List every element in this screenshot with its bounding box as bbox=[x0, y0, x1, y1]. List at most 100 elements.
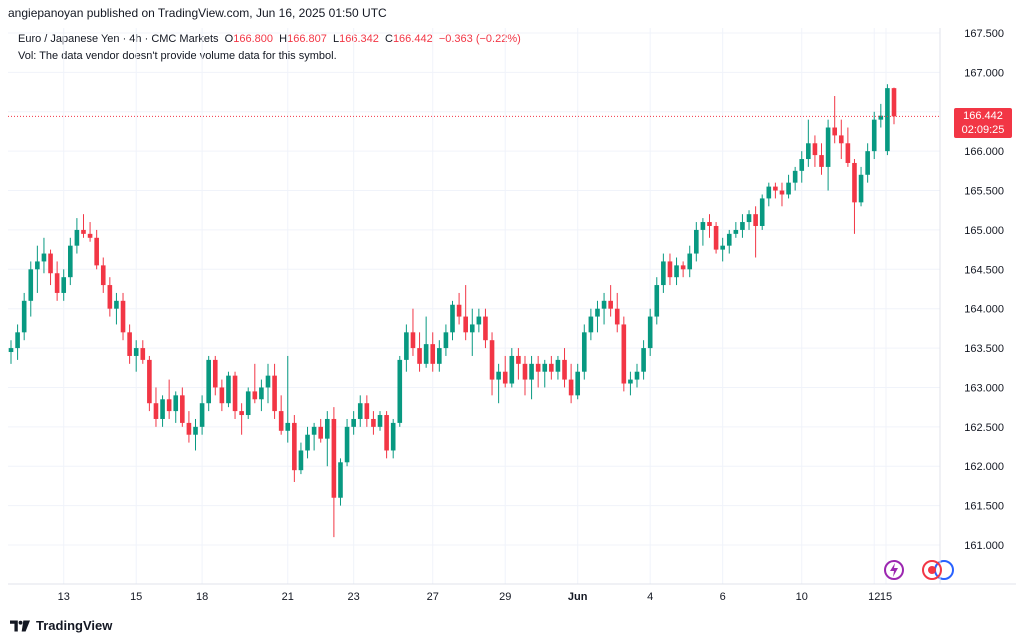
candle-body bbox=[647, 316, 653, 349]
open-label: O bbox=[224, 33, 234, 45]
candle bbox=[305, 426, 310, 459]
candle-body bbox=[456, 304, 462, 317]
candle bbox=[265, 363, 271, 404]
candle-body bbox=[404, 332, 409, 360]
candle bbox=[371, 411, 376, 435]
candle-body bbox=[595, 308, 600, 317]
x-tick-label: 18 bbox=[196, 591, 208, 603]
candle bbox=[614, 292, 620, 333]
candle bbox=[700, 218, 706, 246]
candle bbox=[549, 355, 554, 380]
candle-body bbox=[555, 359, 561, 372]
candle-body bbox=[614, 308, 620, 325]
candle bbox=[285, 355, 291, 443]
candle-body bbox=[160, 399, 165, 419]
candle-body bbox=[601, 300, 607, 309]
bar-countdown: 02:09:25 bbox=[961, 124, 1005, 136]
candle-body bbox=[819, 155, 824, 167]
candle bbox=[206, 355, 211, 412]
candle-body bbox=[825, 127, 831, 167]
price-axis[interactable]: 167.500167.000166.500166.000165.500165.0… bbox=[939, 28, 1004, 584]
candle-body bbox=[865, 151, 870, 175]
candle-body bbox=[720, 245, 725, 250]
candle-body bbox=[562, 359, 567, 380]
x-tick-label: 12 bbox=[868, 591, 880, 603]
candle bbox=[792, 166, 798, 191]
candle bbox=[483, 308, 488, 349]
x-tick-label: Jun bbox=[568, 591, 588, 603]
candle-body bbox=[443, 332, 449, 349]
candle-body bbox=[278, 411, 284, 431]
candle bbox=[858, 166, 864, 207]
candle bbox=[259, 379, 264, 412]
open-value: 166.800 bbox=[233, 33, 273, 45]
y-tick-label: 164.000 bbox=[964, 304, 1004, 316]
candle-body bbox=[100, 265, 106, 286]
candle bbox=[15, 324, 20, 360]
volume-note: Vol: The data vendor doesn't provide vol… bbox=[18, 50, 337, 62]
candle-body bbox=[285, 422, 291, 431]
candle-body bbox=[779, 190, 785, 195]
candle-group bbox=[8, 84, 897, 538]
y-tick-label: 161.000 bbox=[964, 540, 1004, 552]
candle bbox=[140, 340, 146, 364]
lightning-icon[interactable] bbox=[884, 560, 904, 580]
candle bbox=[753, 206, 758, 258]
y-tick-label: 163.500 bbox=[964, 343, 1004, 355]
y-tick-label: 161.500 bbox=[964, 501, 1004, 513]
candle bbox=[298, 442, 304, 475]
candle bbox=[799, 151, 805, 183]
candle-body bbox=[746, 214, 752, 223]
candle bbox=[535, 355, 541, 388]
candle bbox=[773, 182, 778, 199]
candle-body bbox=[199, 403, 205, 427]
candle bbox=[100, 257, 106, 293]
candle bbox=[160, 395, 165, 427]
candle-body bbox=[61, 277, 67, 293]
candle bbox=[819, 143, 824, 175]
candle-body bbox=[67, 245, 73, 278]
candle-body bbox=[542, 363, 548, 372]
candle bbox=[562, 348, 567, 388]
candle bbox=[654, 277, 660, 325]
high-label: H bbox=[279, 33, 288, 45]
candle bbox=[212, 355, 218, 396]
candle bbox=[516, 348, 521, 380]
close-value: 166.442 bbox=[392, 33, 433, 45]
y-tick-label: 162.500 bbox=[964, 422, 1004, 434]
candle bbox=[694, 222, 699, 262]
candle-body bbox=[654, 285, 660, 317]
candle bbox=[476, 308, 482, 333]
footer-brand[interactable]: TradingView bbox=[10, 618, 112, 633]
candle bbox=[430, 332, 436, 372]
candle-body bbox=[114, 300, 119, 309]
candle bbox=[621, 316, 627, 392]
candle-body bbox=[885, 88, 890, 152]
candle-body bbox=[324, 418, 330, 439]
candlestick-chart[interactable]: 167.500167.000166.500166.000165.500165.0… bbox=[8, 28, 1016, 608]
candle-body bbox=[397, 359, 403, 423]
y-tick-label: 162.000 bbox=[964, 461, 1004, 473]
y-tick-label: 167.000 bbox=[964, 67, 1004, 79]
candle bbox=[509, 348, 515, 388]
record-icon[interactable] bbox=[922, 560, 942, 580]
candle-body bbox=[483, 316, 488, 341]
candle-body bbox=[469, 324, 475, 333]
candle bbox=[278, 395, 284, 435]
candle bbox=[410, 308, 416, 356]
candle-body bbox=[252, 391, 258, 400]
time-axis[interactable]: 13 15 18 21 23 27 29 Jun 4 6 10 12 15 bbox=[8, 583, 1016, 603]
candle bbox=[581, 324, 587, 380]
candle bbox=[193, 418, 198, 451]
y-tick-label: 165.500 bbox=[964, 186, 1004, 198]
y-tick-label: 163.000 bbox=[964, 382, 1004, 394]
candle-body bbox=[786, 182, 791, 195]
candle bbox=[634, 363, 640, 388]
candle bbox=[720, 237, 725, 262]
candle bbox=[48, 249, 53, 286]
candle-body bbox=[667, 261, 673, 278]
candle bbox=[713, 222, 719, 254]
candle-body bbox=[371, 418, 376, 427]
low-label: L bbox=[332, 33, 340, 45]
candle-body bbox=[180, 395, 185, 423]
